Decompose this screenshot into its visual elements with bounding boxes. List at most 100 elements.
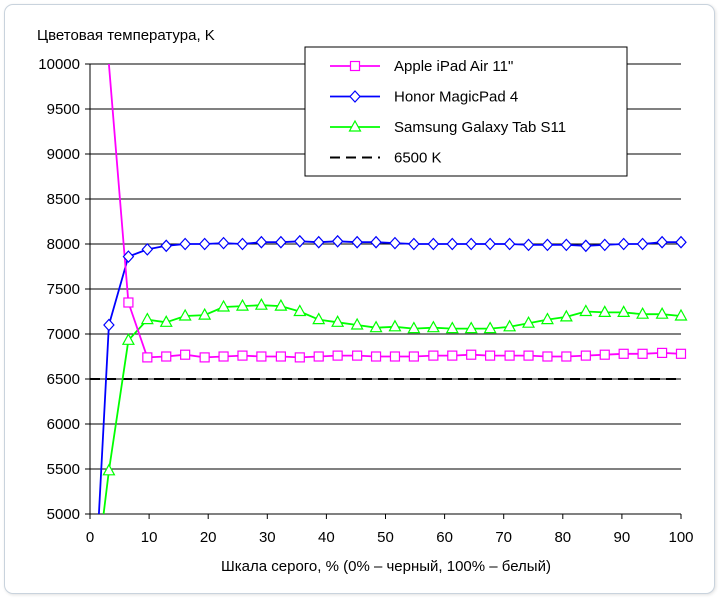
x-tick-label: 50 xyxy=(377,529,394,546)
data-point-samsung-galaxy-tab-s11 xyxy=(102,463,116,476)
data-point-honor-magicpad-4 xyxy=(275,235,287,249)
data-point-honor-magicpad-4 xyxy=(141,243,154,256)
axes: 5000 5500 6000 6500 7000 7500 8000 8500 9000 9500… xyxy=(38,56,693,546)
legend-marker-honor-magicpad-4 xyxy=(349,90,361,103)
data-point-honor-magicpad-4 xyxy=(389,236,401,250)
data-point-samsung-galaxy-tab-s11 xyxy=(407,321,421,334)
x-tick-label: 90 xyxy=(614,529,631,546)
data-point-honor-magicpad-4 xyxy=(503,237,516,251)
data-point-samsung-galaxy-tab-s11 xyxy=(522,315,536,328)
series-line-honor-magicpad-4 xyxy=(98,240,681,514)
data-point-honor-magicpad-4 xyxy=(217,236,230,250)
data-point-samsung-galaxy-tab-s11 xyxy=(254,297,268,310)
data-point-samsung-galaxy-tab-s11 xyxy=(159,315,173,327)
data-point-honor-magicpad-4 xyxy=(312,235,325,249)
data-point-apple-ipad-air-11 xyxy=(637,348,648,359)
y-tick-label: 8000 xyxy=(47,236,80,253)
data-point-apple-ipad-air-11 xyxy=(161,351,172,362)
data-point-apple-ipad-air-11 xyxy=(675,348,687,359)
y-tick-label: 6500 xyxy=(47,371,80,388)
data-point-samsung-galaxy-tab-s11 xyxy=(636,306,650,319)
data-point-honor-magicpad-4 xyxy=(370,235,382,249)
data-point-samsung-galaxy-tab-s11 xyxy=(350,317,364,330)
data-point-honor-magicpad-4 xyxy=(636,237,649,251)
data-point-honor-magicpad-4 xyxy=(103,318,115,332)
data-point-samsung-galaxy-tab-s11 xyxy=(235,298,249,311)
data-point-honor-magicpad-4 xyxy=(560,238,573,252)
data-point-honor-magicpad-4 xyxy=(293,234,306,248)
data-point-apple-ipad-air-11 xyxy=(180,349,191,360)
data-point-honor-magicpad-4 xyxy=(675,235,687,249)
data-point-apple-ipad-air-11 xyxy=(370,351,382,362)
x-axis-title: Шкала серого, % (0% – черный, 100% – бел… xyxy=(221,558,551,575)
data-point-samsung-galaxy-tab-s11 xyxy=(140,312,154,325)
data-point-apple-ipad-air-11 xyxy=(275,351,286,362)
x-tick-label: 20 xyxy=(200,529,217,546)
data-point-samsung-galaxy-tab-s11 xyxy=(579,304,593,317)
data-point-honor-magicpad-4 xyxy=(465,237,478,251)
legend-label-apple-ipad-air-11: Apple iPad Air 11" xyxy=(394,58,513,75)
data-point-honor-magicpad-4 xyxy=(122,250,135,263)
y-tick-label: 5500 xyxy=(47,461,80,478)
data-point-samsung-galaxy-tab-s11 xyxy=(331,315,345,327)
data-point-honor-magicpad-4 xyxy=(598,238,611,252)
data-point-apple-ipad-air-11 xyxy=(218,351,229,362)
y-tick-label: 8500 xyxy=(47,191,80,208)
data-point-honor-magicpad-4 xyxy=(617,237,630,251)
marker-layer xyxy=(102,234,688,476)
data-point-samsung-galaxy-tab-s11 xyxy=(503,319,517,332)
data-point-apple-ipad-air-11 xyxy=(580,350,591,361)
x-tick-label: 30 xyxy=(259,529,276,546)
data-point-honor-magicpad-4 xyxy=(179,237,191,251)
data-point-apple-ipad-air-11 xyxy=(199,352,210,363)
data-point-samsung-galaxy-tab-s11 xyxy=(559,309,573,322)
y-axis-title: Цветовая температура, K xyxy=(37,27,215,44)
data-point-honor-magicpad-4 xyxy=(522,238,535,252)
data-point-honor-magicpad-4 xyxy=(160,239,173,253)
data-point-samsung-galaxy-tab-s11 xyxy=(674,308,688,321)
data-point-apple-ipad-air-11 xyxy=(656,347,668,358)
y-tick-label: 9500 xyxy=(47,101,80,118)
data-point-apple-ipad-air-11 xyxy=(485,350,496,361)
data-point-samsung-galaxy-tab-s11 xyxy=(369,320,383,333)
x-tick-label: 100 xyxy=(668,529,693,546)
data-point-apple-ipad-air-11 xyxy=(313,351,324,362)
series-line-samsung-galaxy-tab-s11 xyxy=(102,304,681,514)
data-point-apple-ipad-air-11 xyxy=(332,350,343,361)
y-tick-label: 7000 xyxy=(47,326,80,343)
data-point-samsung-galaxy-tab-s11 xyxy=(121,333,135,345)
data-point-apple-ipad-air-11 xyxy=(352,350,363,361)
data-point-samsung-galaxy-tab-s11 xyxy=(388,319,402,332)
x-tick-label: 10 xyxy=(141,529,158,546)
x-tick-label: 0 xyxy=(86,529,94,546)
data-point-samsung-galaxy-tab-s11 xyxy=(598,305,612,317)
data-point-samsung-galaxy-tab-s11 xyxy=(464,321,478,334)
data-point-samsung-galaxy-tab-s11 xyxy=(445,321,459,334)
data-point-apple-ipad-air-11 xyxy=(466,349,477,360)
data-point-apple-ipad-air-11 xyxy=(504,350,515,361)
data-point-apple-ipad-air-11 xyxy=(618,348,629,359)
data-point-honor-magicpad-4 xyxy=(351,235,363,249)
x-tick-label: 70 xyxy=(495,529,512,546)
data-point-honor-magicpad-4 xyxy=(255,235,268,249)
data-point-samsung-galaxy-tab-s11 xyxy=(426,320,440,333)
data-point-samsung-galaxy-tab-s11 xyxy=(540,312,554,325)
legend-marker-samsung-galaxy-tab-s11 xyxy=(348,119,362,132)
data-point-apple-ipad-air-11 xyxy=(408,351,419,362)
legend-label-6500-k: 6500 K xyxy=(394,150,442,167)
data-point-honor-magicpad-4 xyxy=(408,237,420,251)
data-point-honor-magicpad-4 xyxy=(580,239,592,253)
y-tick-label: 10000 xyxy=(38,56,80,73)
data-point-honor-magicpad-4 xyxy=(427,237,440,251)
data-point-apple-ipad-air-11 xyxy=(542,351,553,362)
x-tick-label: 60 xyxy=(436,529,453,546)
data-point-apple-ipad-air-11 xyxy=(523,350,534,361)
legend: Apple iPad Air 11" Honor MagicPad 4 Samsun… xyxy=(304,46,628,177)
data-point-honor-magicpad-4 xyxy=(541,238,554,252)
data-point-apple-ipad-air-11 xyxy=(294,352,305,363)
data-point-apple-ipad-air-11 xyxy=(123,297,134,308)
data-point-apple-ipad-air-11 xyxy=(237,350,248,361)
data-point-samsung-galaxy-tab-s11 xyxy=(178,308,192,321)
data-point-samsung-galaxy-tab-s11 xyxy=(217,299,231,312)
